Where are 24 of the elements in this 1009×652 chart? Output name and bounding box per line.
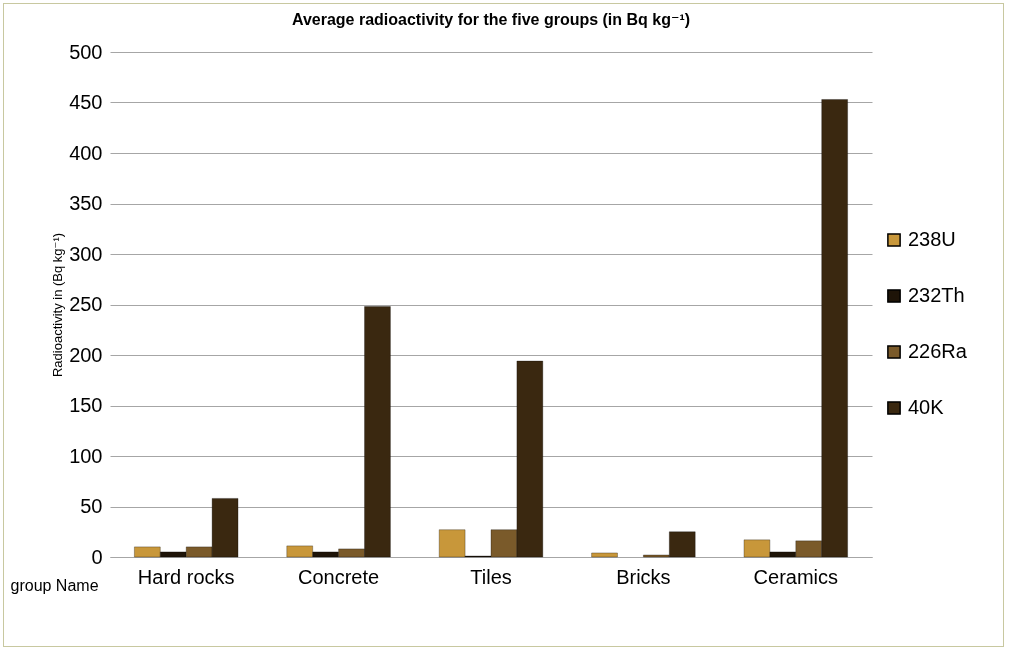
y-axis-title: Radioactivity in (Bq kg⁻¹): [50, 232, 66, 378]
y-tick-label: 300: [69, 242, 103, 265]
x-tick-label: Concrete: [298, 565, 380, 588]
y-tick-label: 100: [69, 444, 103, 467]
x-tick-label: Tiles: [470, 565, 512, 588]
chart-title: Average radioactivity for the five groups (in Bq kg⁻¹): [291, 11, 691, 28]
y-tick-label: 500: [69, 40, 103, 63]
y-tick-label: 50: [80, 495, 103, 517]
y-tick-label: 200: [69, 343, 103, 366]
y-tick-label: 450: [69, 91, 103, 113]
y-tick-label: 400: [69, 141, 103, 164]
legend-label: 232Th: [908, 284, 965, 306]
y-tick-label: 250: [69, 293, 103, 315]
x-tick-label: Ceramics: [753, 565, 839, 588]
y-tick-label: 0: [91, 545, 103, 568]
y-tick-label: 350: [69, 192, 103, 214]
legend-label: 226Ra: [908, 340, 968, 362]
legend-label: 40K: [908, 396, 945, 418]
x-axis-title: group Name: [10, 576, 99, 594]
legend-label: 238U: [908, 228, 956, 250]
x-tick-label: Bricks: [616, 565, 671, 588]
bar: [591, 552, 618, 558]
y-tick-label: 150: [69, 394, 103, 416]
x-tick-label: Hard rocks: [137, 565, 235, 588]
